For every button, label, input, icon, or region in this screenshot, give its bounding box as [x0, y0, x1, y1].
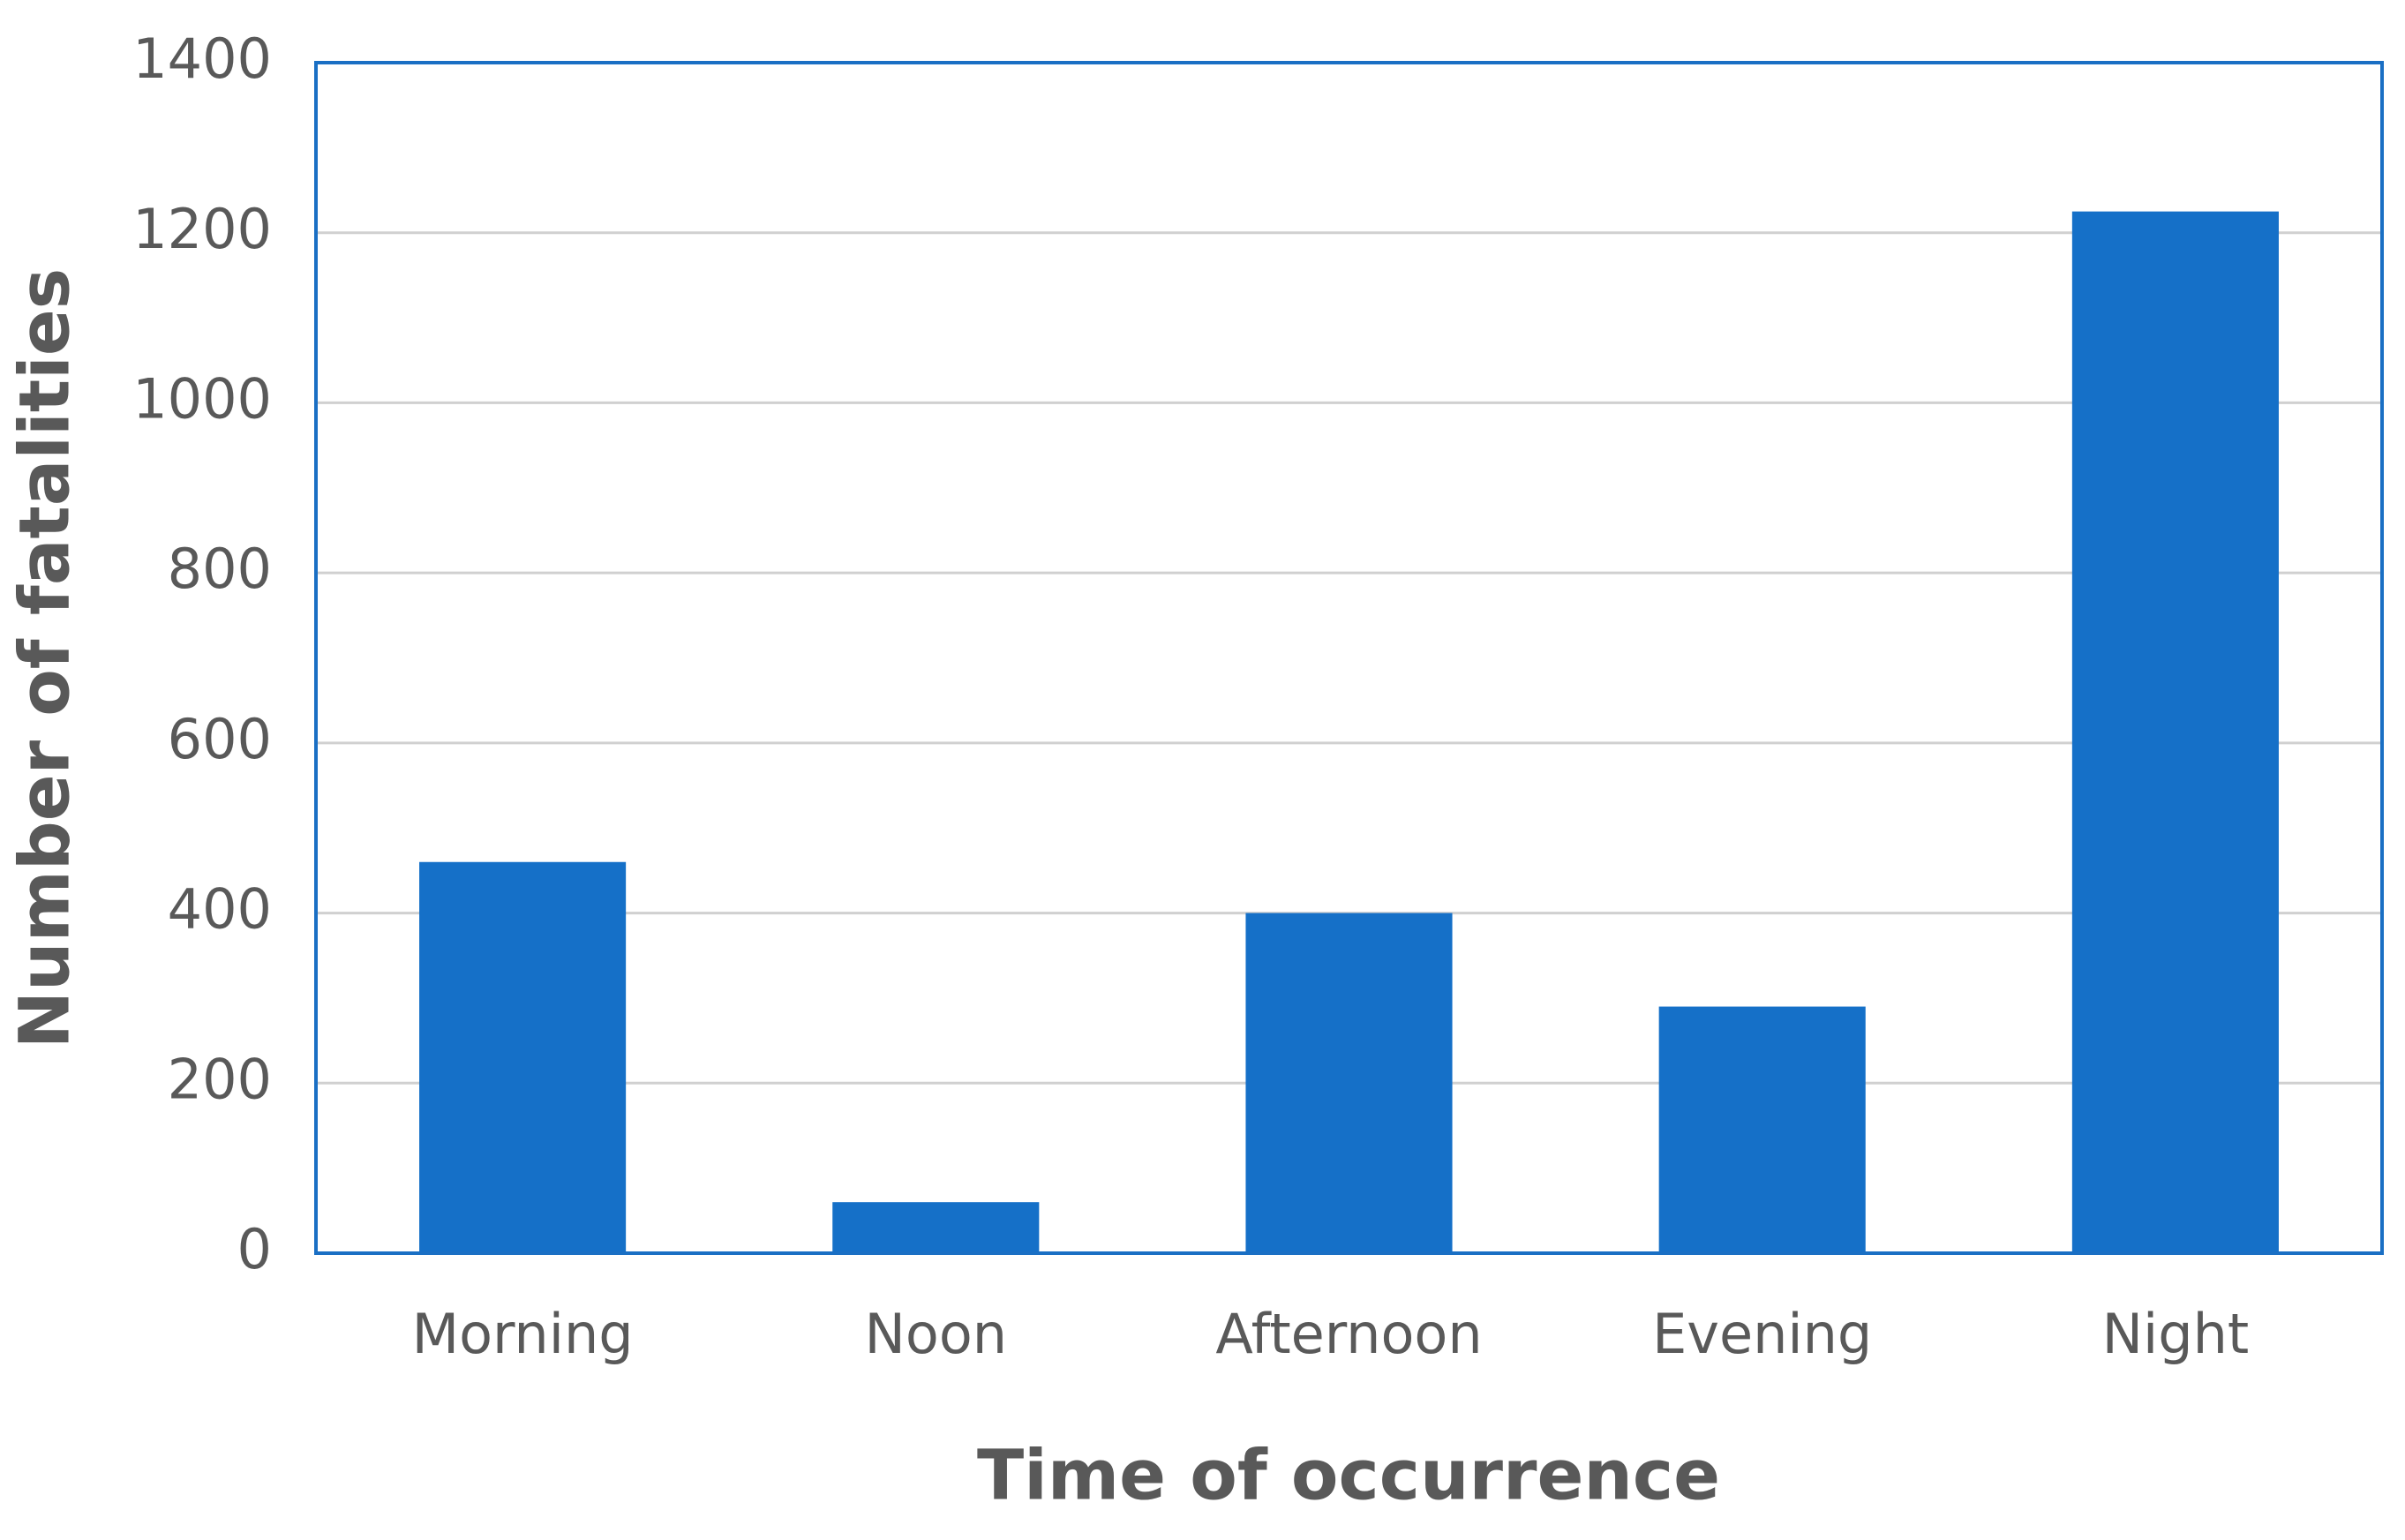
y-tick-label: 600 [168, 707, 272, 771]
y-axis-title: Number of fatalities [5, 268, 85, 1048]
x-tick-label: Afternoon [1215, 1302, 1482, 1366]
y-tick-label: 200 [168, 1047, 272, 1111]
y-tick-label: 1400 [132, 26, 272, 91]
bar [832, 1202, 1040, 1253]
x-axis-title: Time of occurrence [977, 1436, 1720, 1515]
y-tick-label: 1200 [132, 197, 272, 261]
y-tick-label: 400 [168, 877, 272, 942]
bar [1245, 913, 1453, 1253]
plot-frame [314, 61, 2384, 1255]
y-tick-label: 1000 [132, 367, 272, 432]
x-tick-label: Night [2102, 1302, 2250, 1366]
x-tick-label: Evening [1652, 1302, 1872, 1366]
x-tick-label: Noon [865, 1302, 1008, 1366]
y-tick-label: 800 [168, 537, 272, 601]
bar [419, 861, 627, 1253]
bar [1658, 1006, 1866, 1253]
y-tick-label: 0 [237, 1217, 272, 1281]
bar [2071, 211, 2279, 1253]
x-tick-label: Morning [412, 1302, 634, 1366]
